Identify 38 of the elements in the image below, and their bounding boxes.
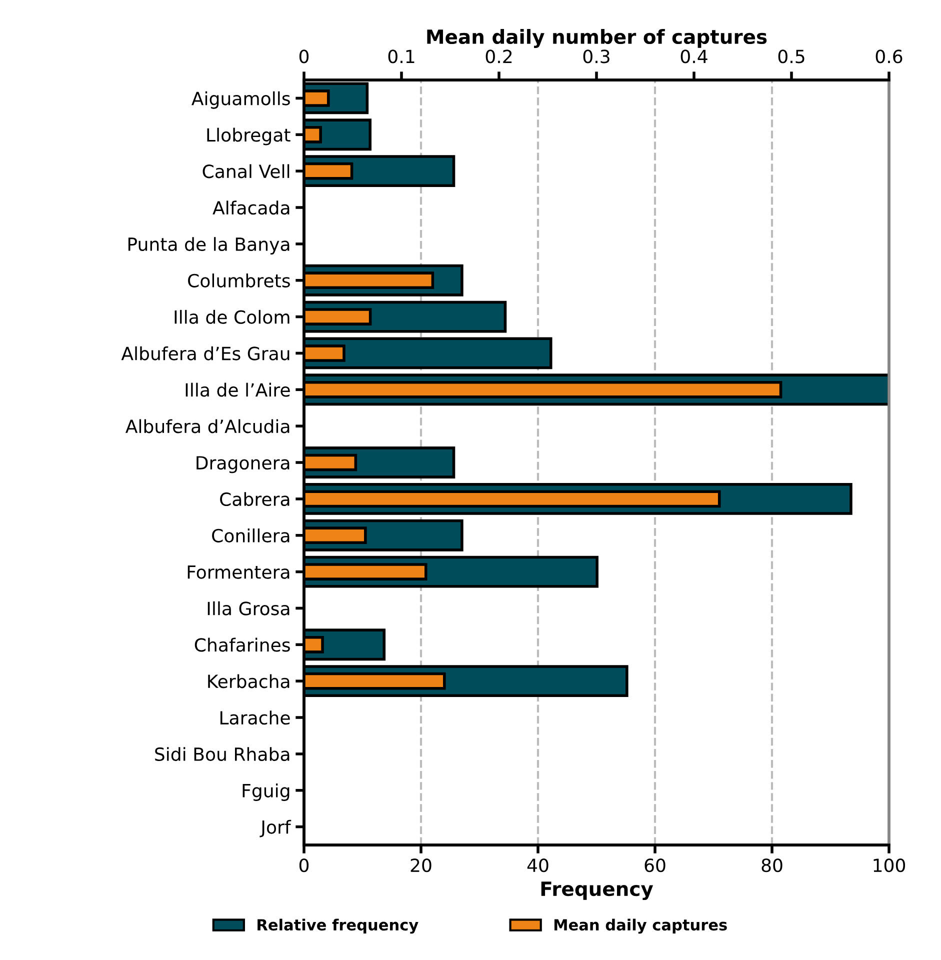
x-tick-label: 40 — [527, 858, 548, 872]
y-tick-label: Fguig — [242, 783, 290, 801]
y-tick-label: Kerbacha — [208, 674, 290, 688]
x-tick-label: 60 — [644, 858, 666, 872]
x-tick-label: 20 — [410, 858, 432, 872]
x2-axis-title: Mean daily number of captures — [427, 29, 767, 48]
y-tick-label: Jorf — [260, 820, 292, 838]
y-tick-label: Aiguamolls — [192, 91, 290, 109]
x2-tick-label: 0.5 — [778, 50, 804, 64]
x-tick-label: 100 — [874, 858, 906, 872]
y-tick-label: Punta de la Banya — [128, 237, 290, 255]
y-tick-label: Llobregat — [207, 128, 290, 146]
y-tick-label: Sidi Bou Rhaba — [155, 747, 290, 762]
y-tick-label: Alfacada — [212, 200, 290, 215]
y-tick-label: Albufera d’Es Grau — [121, 346, 290, 360]
x2-tick-label: 0.1 — [388, 50, 414, 64]
y-tick-label: Cabrera — [220, 492, 290, 506]
x2-tick-label: 0.3 — [583, 50, 610, 64]
y-tick-label: Albufera d’Alcudia — [126, 419, 290, 434]
x-axis-title: Frequency — [541, 882, 654, 900]
legend-label: Mean daily captures — [554, 918, 727, 934]
y-tick-label: Illa de l’Aire — [186, 382, 290, 397]
y-tick-label: Illa de Colom — [174, 310, 290, 324]
x-tick-label: 80 — [762, 858, 782, 872]
y-tick-label: Columbrets — [188, 273, 290, 288]
y-tick-label: Canal Vell — [202, 164, 290, 178]
y-tick-label: Dragonera — [196, 456, 290, 474]
y-tick-label: Chafarines — [194, 638, 290, 652]
x2-tick-label: 0.4 — [680, 50, 708, 64]
y-tick-label: Conillera — [212, 528, 290, 542]
x2-tick-label: 0 — [299, 50, 309, 64]
legend-label: Relative frequency — [258, 918, 418, 934]
y-tick-label: Formentera — [188, 565, 290, 579]
x2-tick-label: 0.2 — [486, 50, 512, 64]
y-tick-label: Larache — [220, 710, 290, 725]
y-tick-label: Illa Grosa — [208, 601, 290, 616]
x-tick-label: 0 — [299, 858, 309, 872]
x2-tick-label: 0.6 — [876, 50, 902, 64]
